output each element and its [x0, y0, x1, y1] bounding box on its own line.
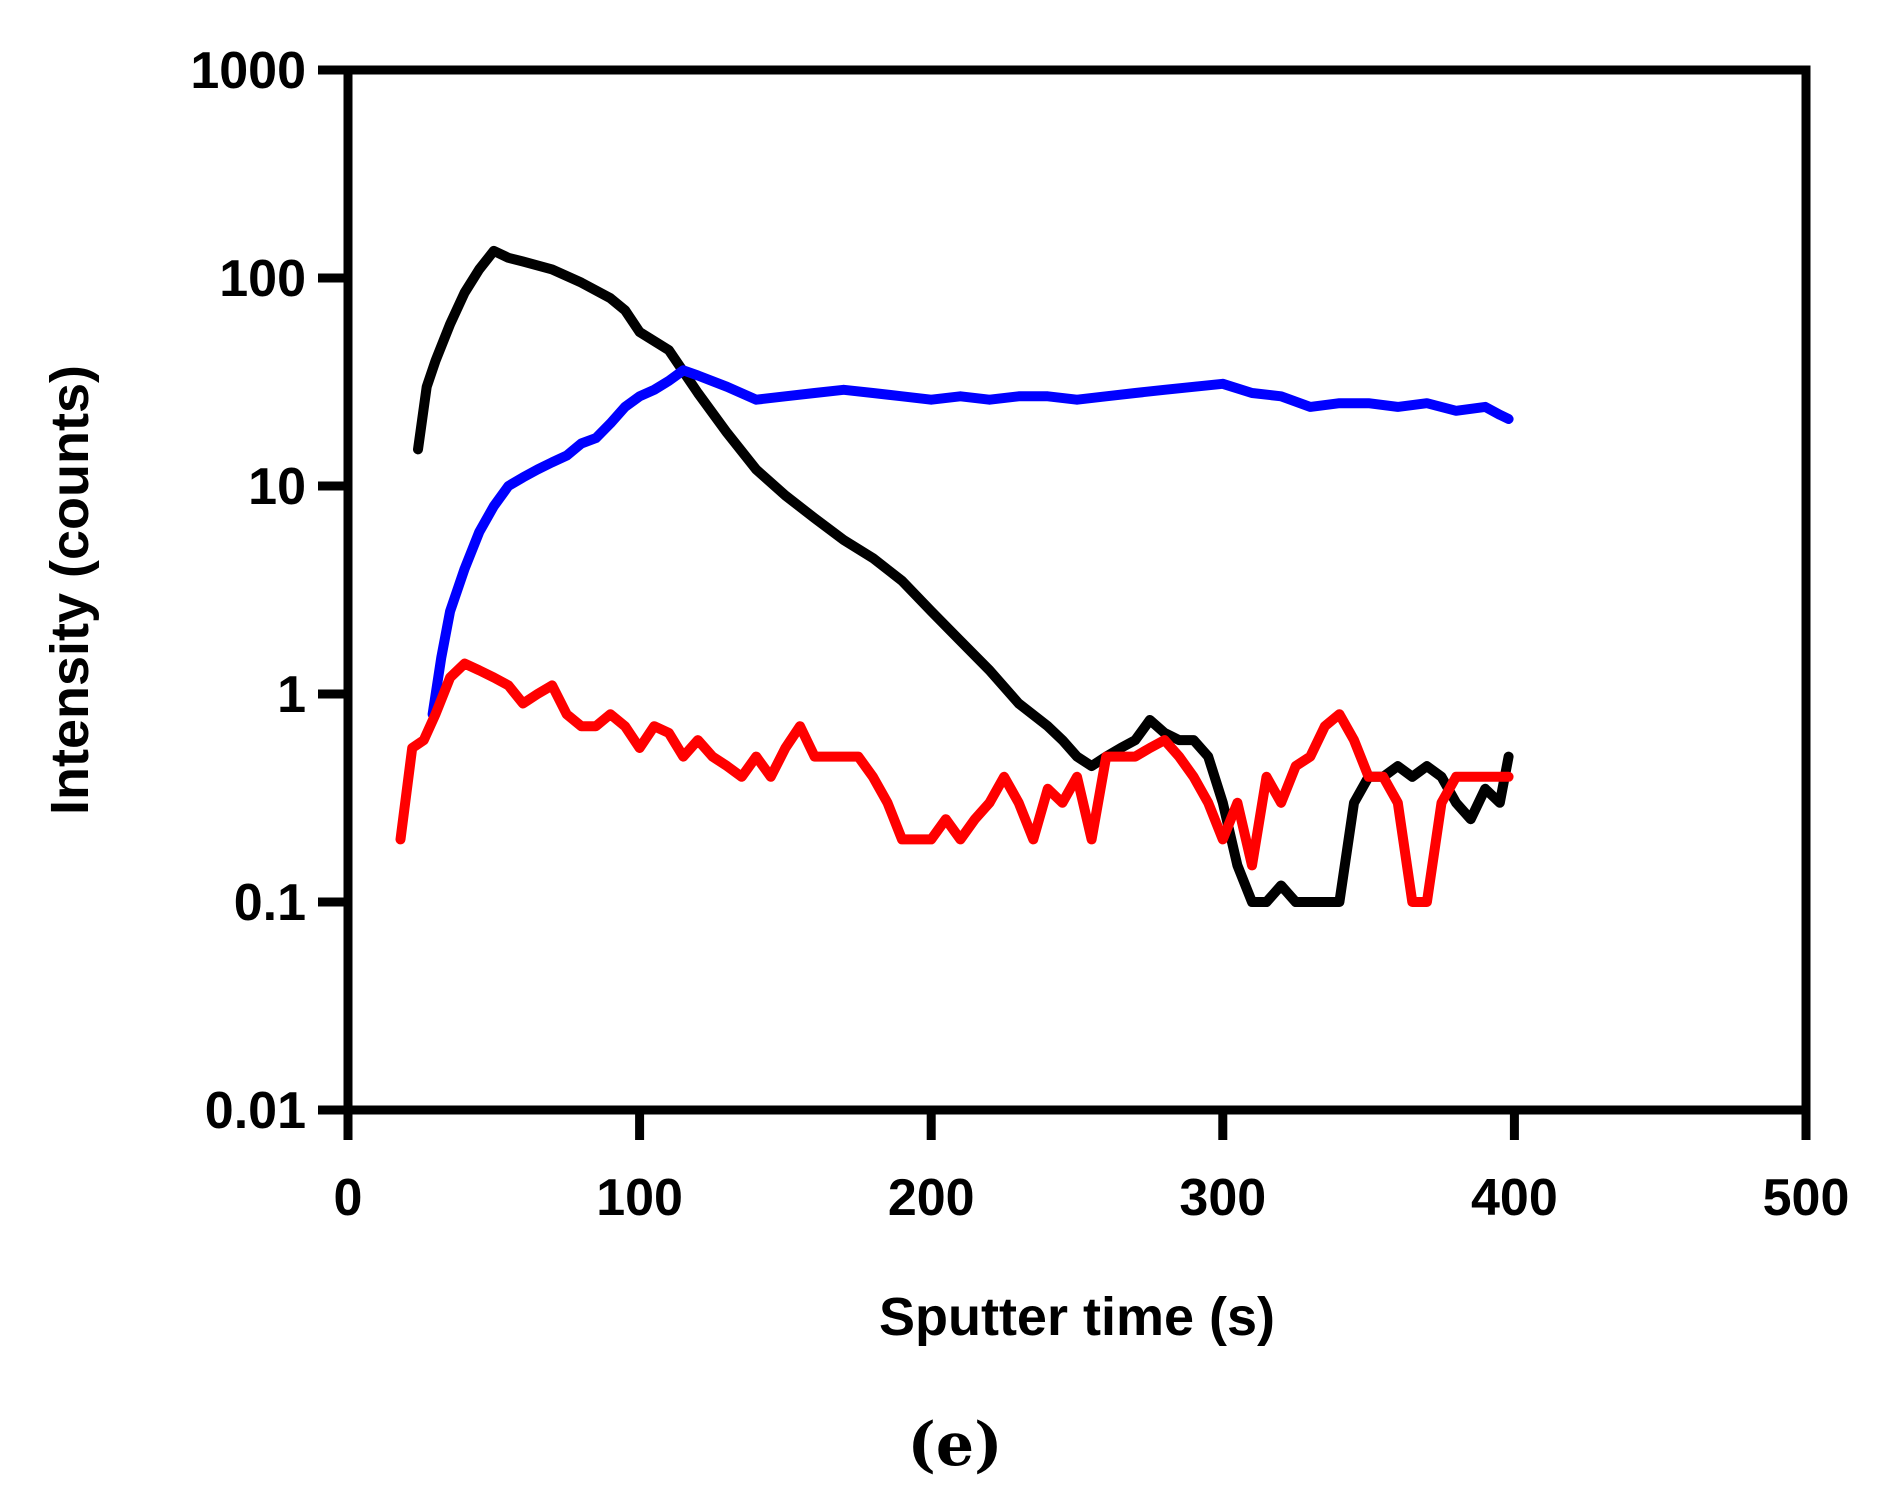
- x-tick-label: 0: [334, 1169, 363, 1227]
- x-tick-label: 500: [1763, 1169, 1850, 1227]
- y-tick-label: 1: [277, 666, 306, 724]
- x-tick-label: 200: [888, 1169, 975, 1227]
- series-line-black: [413, 245, 1514, 907]
- x-tick-label: 300: [1179, 1169, 1266, 1227]
- y-tick-label: 0.01: [205, 1082, 306, 1140]
- y-axis-title: Intensity (counts): [40, 365, 100, 815]
- panel-label: (e): [908, 1410, 1003, 1480]
- x-tick-label: 400: [1471, 1169, 1558, 1227]
- plot-frame: [343, 65, 1811, 1115]
- series-layer: [395, 245, 1514, 907]
- x-tick-label: 100: [596, 1169, 683, 1227]
- y-tick-label: 10: [248, 458, 306, 516]
- y-tick-label: 1000: [190, 42, 306, 100]
- ticks-layer: 0 100 200 300 400 500 0.01 0.1 1 10 100 1000: [190, 42, 1849, 1227]
- x-axis-title: Sputter time (s): [879, 1287, 1275, 1347]
- series-line-blue: [427, 365, 1514, 720]
- y-tick-label: 100: [219, 250, 306, 308]
- series-line-red: [395, 658, 1514, 907]
- y-tick-label: 0.1: [234, 874, 306, 932]
